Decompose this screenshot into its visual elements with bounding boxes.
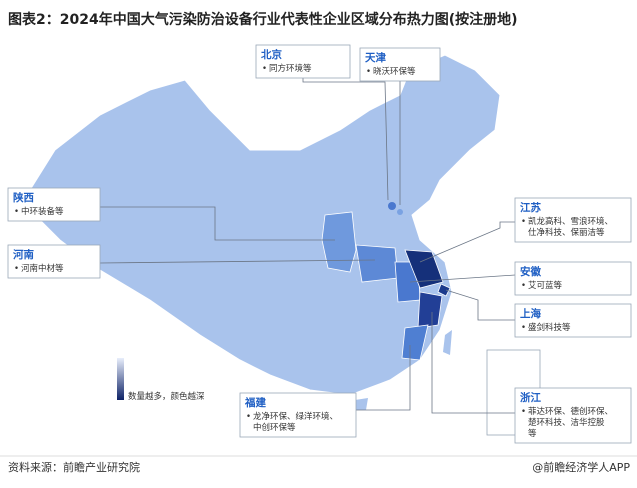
callout-box xyxy=(514,303,632,338)
source: 资料来源：前瞻产业研究院 xyxy=(8,460,140,474)
bullet: • xyxy=(14,264,19,274)
company: 河南中材等 xyxy=(21,263,64,274)
bullet: • xyxy=(246,412,251,422)
bullet: • xyxy=(521,323,526,333)
leader-line xyxy=(100,206,335,241)
bullet: • xyxy=(366,67,371,77)
region-name: 河南 xyxy=(13,248,34,261)
leader-line xyxy=(409,274,516,283)
company: 龙净环保、绿洋环境、 xyxy=(253,411,338,422)
leader-line xyxy=(445,289,515,321)
company: 晓沃环保等 xyxy=(373,66,416,77)
leader-line xyxy=(431,312,515,414)
leader-line xyxy=(356,345,411,411)
region-name: 福建 xyxy=(244,396,266,409)
region-name: 江苏 xyxy=(520,201,541,214)
callout-box xyxy=(255,44,351,79)
bullet: • xyxy=(521,407,526,417)
bullet: • xyxy=(262,64,267,74)
region-name: 上海 xyxy=(520,307,541,320)
company: 等 xyxy=(528,428,537,439)
company: 凯龙高科、雪浪环境、 xyxy=(528,216,613,227)
company: 菲达环保、德创环保、 xyxy=(528,406,613,417)
region-name: 天津 xyxy=(365,51,386,64)
company: 同方环境等 xyxy=(269,63,312,74)
callout-box xyxy=(239,392,357,438)
company: 中创环保等 xyxy=(253,422,296,433)
callout-box xyxy=(359,47,441,82)
title: 图表2：2024年中国大气污染防治设备行业代表性企业区域分布热力图(按注册地) xyxy=(8,11,518,28)
company: 仕净科技、保丽洁等 xyxy=(528,227,605,238)
leader-line xyxy=(419,221,515,263)
company: 盛剑科技等 xyxy=(528,322,571,333)
callout-box xyxy=(514,387,632,444)
bullet: • xyxy=(521,217,526,227)
callout-box xyxy=(514,261,632,296)
callout-box xyxy=(7,244,101,279)
callout-box xyxy=(7,187,101,222)
company: 楚环科技、洁华控股 xyxy=(528,417,605,428)
legend-text: 数量越多，颜色越深 xyxy=(128,391,205,402)
company: 艾可蓝等 xyxy=(528,280,563,291)
leader-line xyxy=(302,75,389,201)
region-name: 北京 xyxy=(261,48,282,61)
region-name: 浙江 xyxy=(520,391,541,404)
bullet: • xyxy=(14,207,19,217)
china-map xyxy=(29,54,541,436)
region-name: 安徽 xyxy=(520,265,541,278)
brand: @前瞻经济学人APP xyxy=(532,460,630,474)
region-name: 陕西 xyxy=(13,191,34,204)
bullet: • xyxy=(521,281,526,291)
leader-line xyxy=(99,259,376,264)
company: 中环装备等 xyxy=(21,206,64,217)
callout-box xyxy=(514,197,632,243)
legend: 数量越多，颜色越深 xyxy=(117,358,205,402)
